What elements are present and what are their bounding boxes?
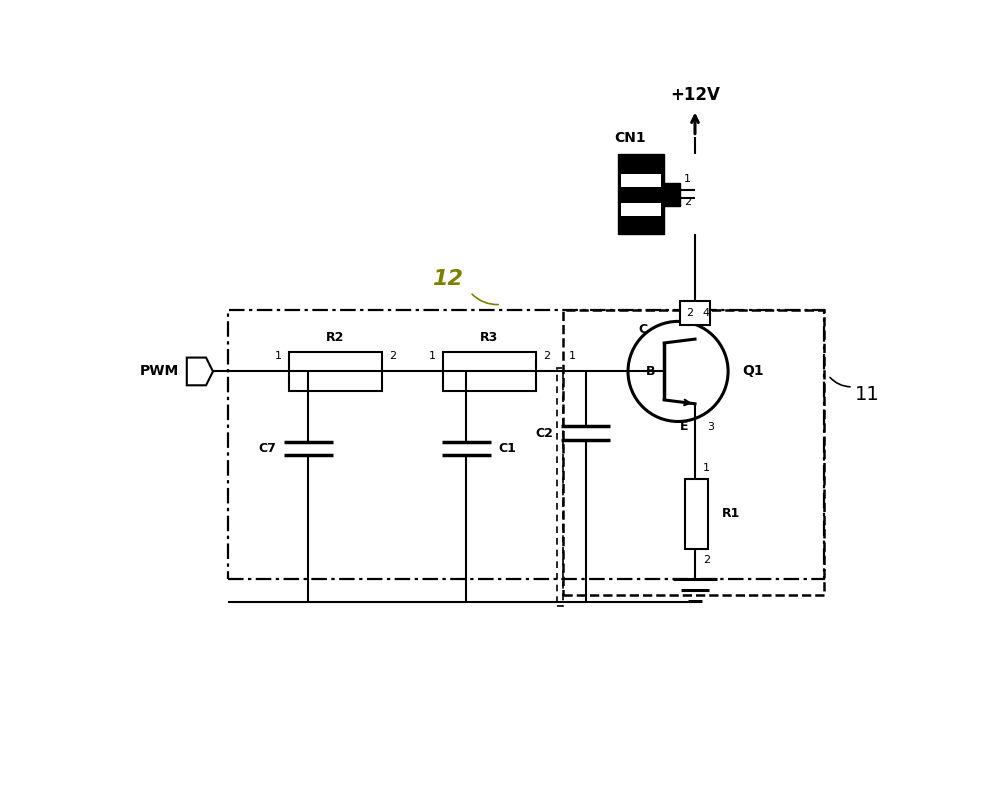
Text: C7: C7	[258, 442, 276, 455]
Text: R3: R3	[480, 332, 499, 345]
Text: 4: 4	[702, 308, 709, 318]
Bar	[443, 352, 536, 391]
Text: 2: 2	[389, 351, 396, 362]
Text: E: E	[680, 420, 688, 433]
Text: Q1: Q1	[742, 364, 764, 379]
Text: 11: 11	[855, 385, 880, 404]
Text: 1: 1	[569, 351, 576, 362]
Bar	[563, 310, 824, 594]
Text: 2: 2	[703, 555, 710, 564]
Text: 3: 3	[707, 422, 714, 432]
Text: 1: 1	[684, 174, 691, 184]
Bar	[621, 174, 661, 187]
Bar	[289, 352, 382, 391]
Bar	[663, 182, 680, 206]
Bar	[621, 203, 661, 216]
Bar	[685, 479, 708, 548]
Text: 2: 2	[686, 308, 693, 318]
Text: 2: 2	[684, 197, 691, 207]
Text: 2: 2	[543, 351, 550, 362]
Text: 1: 1	[275, 351, 282, 362]
Text: 1: 1	[703, 463, 710, 473]
Text: CN1: CN1	[614, 131, 646, 145]
Text: C2: C2	[535, 427, 553, 440]
Text: R1: R1	[722, 508, 740, 521]
Text: PWM: PWM	[140, 364, 179, 379]
FancyArrowPatch shape	[472, 294, 498, 305]
Text: 1: 1	[429, 351, 436, 362]
Text: B: B	[645, 365, 655, 378]
Text: C: C	[639, 323, 648, 336]
Text: 12: 12	[432, 269, 463, 289]
Bar	[618, 154, 664, 234]
Text: C1: C1	[499, 442, 517, 455]
Text: R2: R2	[326, 332, 345, 345]
Bar	[557, 367, 563, 607]
FancyArrowPatch shape	[830, 377, 850, 387]
Bar	[680, 301, 710, 325]
Text: +12V: +12V	[670, 86, 720, 105]
Bar	[228, 310, 824, 579]
